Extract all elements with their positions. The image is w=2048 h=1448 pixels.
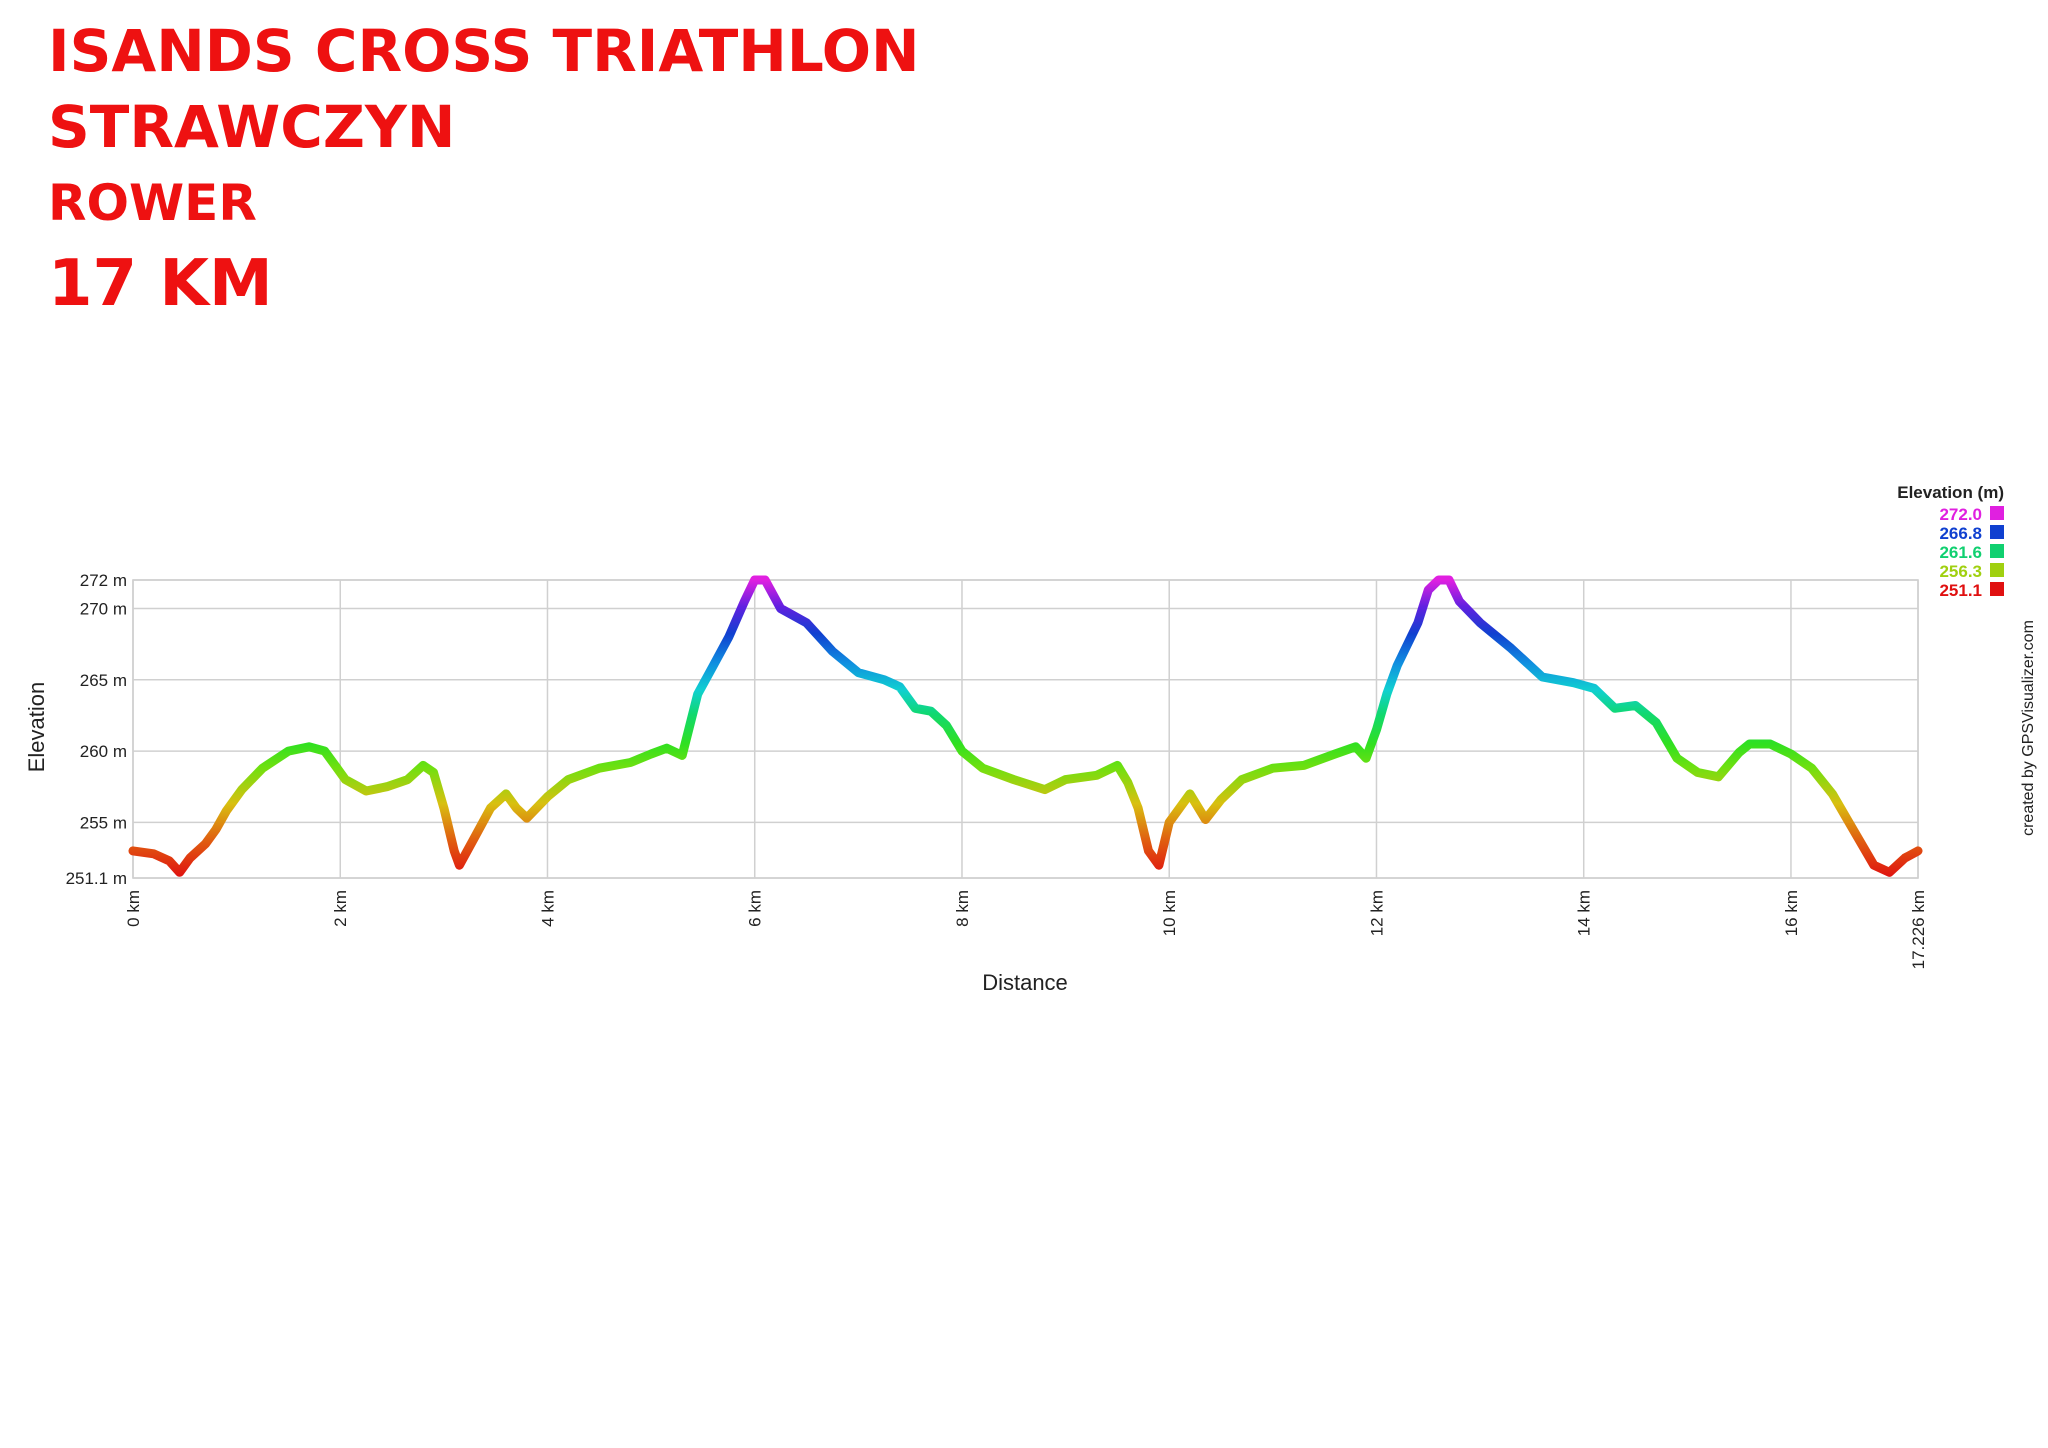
grid	[132, 579, 1919, 879]
axes: 272 m 270 m 265 m 260 m 255 m 251.1 m 0 km 2 km…	[66, 571, 1928, 969]
y-tick-label: 255 m	[80, 813, 127, 832]
y-tick-label: 260 m	[80, 742, 127, 761]
x-tick-label: 10 km	[1160, 890, 1179, 936]
legend-swatch	[1990, 525, 2004, 539]
plot-frame	[132, 579, 1919, 879]
legend-swatch	[1990, 563, 2004, 577]
title-event: ISANDS CROSS TRIATHLON	[48, 17, 920, 85]
x-tick-label: 4 km	[538, 890, 557, 927]
x-tick-label: 2 km	[331, 890, 350, 927]
title-discipline: ROWER	[48, 174, 257, 232]
x-tick-label: 6 km	[746, 890, 765, 927]
legend-entry-label: 272.0	[1939, 505, 1982, 524]
x-tick-label: 14 km	[1575, 890, 1594, 936]
legend-title: Elevation (m)	[1897, 483, 2004, 502]
header-block: ISANDS CROSS TRIATHLON STRAWCZYN ROWER 1…	[48, 14, 920, 316]
title-location: STRAWCZYN	[48, 93, 456, 161]
legend-swatch	[1990, 506, 2004, 520]
y-axis-title: Elevation	[24, 682, 49, 773]
legend-swatch	[1990, 582, 2004, 596]
x-tick-label: 8 km	[953, 890, 972, 927]
y-tick-label: 251.1 m	[66, 869, 127, 888]
legend-entry-label: 261.6	[1939, 543, 1982, 562]
legend-entry-label: 256.3	[1939, 562, 1982, 581]
series-layer	[128, 575, 1923, 877]
y-tick-label: 272 m	[80, 571, 127, 590]
x-tick-label: 12 km	[1367, 890, 1386, 936]
x-tick-label: 0 km	[124, 890, 143, 927]
x-tick-label: 17.226 km	[1909, 890, 1928, 969]
y-tick-label: 270 m	[80, 600, 127, 619]
x-tick-label: 16 km	[1782, 890, 1801, 936]
legend-entry-label: 266.8	[1939, 524, 1982, 543]
elevation-profile-line	[128, 575, 1923, 877]
credit-text: created by GPSVisualizer.com	[2020, 620, 2037, 836]
legend-swatch	[1990, 544, 2004, 558]
y-tick-label: 265 m	[80, 671, 127, 690]
legend-entry-label: 251.1	[1939, 581, 1982, 600]
title-distance: 17 KM	[48, 247, 273, 321]
x-axis-title: Distance	[982, 970, 1068, 995]
